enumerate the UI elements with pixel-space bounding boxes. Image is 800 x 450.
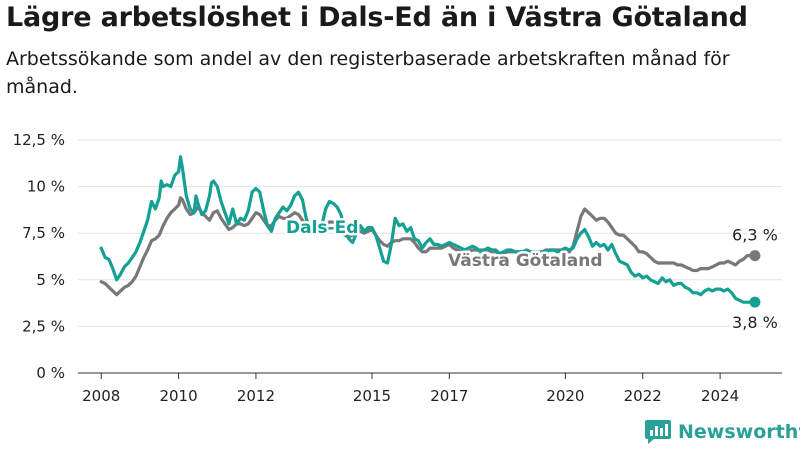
end-label-vastra-gotaland: 6,3 % xyxy=(732,226,778,245)
series-line-dals-ed xyxy=(99,155,757,304)
x-tick-label: 2012 xyxy=(237,387,275,405)
y-tick-label: 10 % xyxy=(27,178,65,196)
x-tick-label: 2008 xyxy=(82,387,120,405)
x-tick-label: 2017 xyxy=(430,387,468,405)
x-axis-ticks: 2008 2010 2012 2015 2017 2020 2022 2024 xyxy=(82,373,739,405)
series-label-vastra-gotaland: Västra Götaland xyxy=(448,251,603,271)
gridlines xyxy=(78,139,782,327)
x-tick-label: 2015 xyxy=(353,387,391,405)
end-label-dals-ed: 3,8 % xyxy=(732,313,778,332)
end-point-dals-ed xyxy=(749,296,761,308)
y-tick-label: 7,5 % xyxy=(22,224,65,242)
end-label-dals-ed-halo: 3,8 % xyxy=(732,313,778,332)
y-axis-ticks: 0 % 2,5 % 5 % 7,5 % 10 % 12,5 % xyxy=(13,131,65,382)
series-label-dals-ed: Dals-Ed xyxy=(286,218,358,238)
chart-subtitle: Arbetssökande som andel av den registerb… xyxy=(6,48,730,98)
x-tick-label: 2024 xyxy=(701,387,739,405)
end-label-vastra-gotaland-halo: 6,3 % xyxy=(732,226,778,245)
newsworthy-brand: Newsworthy xyxy=(644,419,800,445)
x-tick-label: 2010 xyxy=(159,387,197,405)
series-lines xyxy=(99,155,761,308)
y-tick-label: 0 % xyxy=(36,364,65,382)
y-tick-label: 5 % xyxy=(36,271,65,289)
series-line-vastra-gotaland xyxy=(99,196,757,297)
brand-name: Newsworthy xyxy=(678,421,800,443)
end-point-vastra-gotaland xyxy=(749,250,761,262)
x-tick-label: 2022 xyxy=(624,387,662,405)
x-tick-label: 2020 xyxy=(546,387,584,405)
end-label-vastra-gotaland-group: 6,3 %6,3 % xyxy=(730,223,781,247)
y-tick-label: 2,5 % xyxy=(22,317,65,335)
y-tick-label: 12,5 % xyxy=(13,131,65,149)
series-label-dals-ed-halo: Dals-Ed xyxy=(286,218,358,238)
bar-chart-icon xyxy=(645,420,671,444)
chart-title: Lägre arbetslöshet i Dals-Ed än i Västra… xyxy=(6,2,748,33)
series-label-vastra-gotaland-halo: Västra Götaland xyxy=(448,251,603,271)
end-label-dals-ed-group: 3,8 %3,8 % xyxy=(730,311,781,335)
